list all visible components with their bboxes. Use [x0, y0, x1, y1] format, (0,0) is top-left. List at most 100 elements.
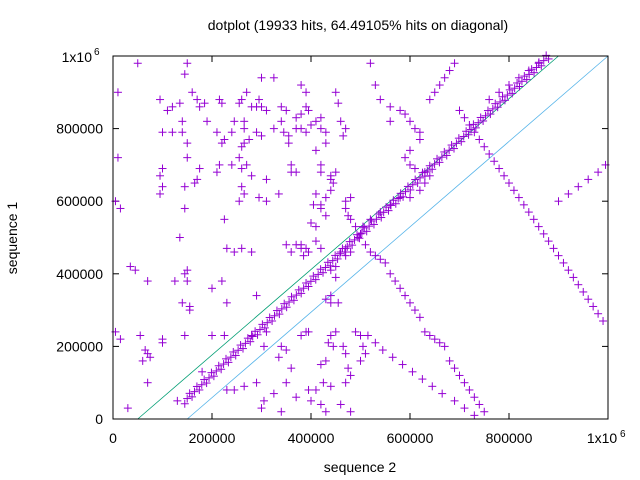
hit-point	[376, 255, 385, 264]
hit-point	[326, 298, 335, 307]
hit-point	[534, 222, 543, 231]
hit-point	[180, 204, 189, 213]
hit-point	[410, 124, 419, 133]
hit-point	[495, 164, 504, 173]
diagonal-hit-point	[195, 385, 204, 394]
hit-point	[307, 396, 315, 405]
hit-point	[321, 295, 330, 304]
diagonal-hit-point	[321, 263, 330, 272]
hit-point	[178, 128, 187, 137]
hit-point	[326, 186, 335, 195]
x-tick-exponent: 6	[620, 429, 626, 440]
x-axis-ticks: 0 200000 400000 600000 800000 1x10 6	[109, 56, 626, 446]
hit-point	[188, 88, 197, 97]
hit-point	[215, 160, 224, 169]
hit-point	[304, 248, 313, 257]
hit-point	[341, 378, 350, 387]
hit-point	[406, 298, 414, 307]
diagonal-hit-point	[311, 275, 320, 284]
hit-point	[321, 139, 330, 148]
diagonal-hit-point	[209, 372, 218, 381]
hit-point	[237, 164, 246, 173]
hit-point	[386, 200, 395, 209]
hit-point	[430, 88, 439, 97]
hit-point	[262, 175, 271, 184]
diagonal-hit-point	[493, 103, 502, 112]
hit-point	[259, 342, 268, 351]
hit-point	[485, 95, 494, 104]
diagonal-hit-point	[226, 353, 235, 362]
hit-point	[351, 327, 360, 336]
diagonal-hit-point	[500, 96, 509, 105]
x-tick-label: 400000	[288, 430, 335, 446]
diagonal-hit-point	[510, 84, 519, 93]
hit-point	[316, 360, 325, 369]
y-tick-label: 0	[95, 411, 103, 427]
hit-point	[212, 128, 221, 137]
diagonal-hit-point	[202, 379, 211, 388]
hit-point	[341, 244, 350, 253]
hit-point	[339, 131, 348, 140]
hit-point	[222, 385, 231, 394]
hit-point	[193, 95, 202, 104]
hit-point	[311, 237, 320, 246]
hit-point	[354, 233, 363, 242]
hit-point	[386, 117, 395, 126]
diagonal-hit-point	[408, 180, 417, 189]
hit-point	[237, 95, 246, 104]
hit-point	[509, 186, 518, 195]
hit-point	[257, 131, 266, 140]
hit-point	[158, 164, 167, 173]
diagonal-hit-point	[459, 132, 468, 141]
hit-point	[334, 298, 343, 307]
hit-point	[430, 335, 439, 344]
hit-point	[321, 211, 330, 220]
hit-point	[336, 117, 345, 126]
hit-point	[183, 59, 192, 68]
hit-point	[410, 164, 419, 173]
hit-point	[470, 411, 479, 420]
chart-title: dotplot (19933 hits, 64.49105% hits on d…	[208, 17, 508, 33]
hit-point	[346, 371, 355, 380]
hit-point	[217, 139, 226, 148]
hit-point	[227, 160, 236, 169]
hit-point	[418, 375, 427, 384]
diagonal-hit-point	[452, 139, 461, 148]
hit-point	[594, 168, 603, 177]
hit-point	[579, 287, 588, 296]
diagonal-hit-point	[292, 291, 301, 300]
hit-point	[361, 240, 370, 249]
hit-point	[500, 171, 509, 180]
hit-point	[113, 88, 122, 97]
hit-point	[329, 342, 338, 351]
diagonal-hit-point	[319, 268, 328, 277]
hit-point	[158, 338, 167, 347]
diagonal-hit-point	[314, 270, 323, 279]
hit-point	[324, 338, 333, 347]
hit-point	[242, 88, 251, 97]
hit-point	[316, 113, 325, 122]
diagonal-hit-point	[255, 325, 264, 334]
diagonal-hit-point	[488, 104, 497, 113]
hit-point	[292, 168, 301, 177]
hit-point	[396, 284, 405, 293]
hit-point	[222, 298, 231, 307]
hit-point	[200, 99, 209, 108]
diagonal-hit-point	[479, 116, 488, 125]
diagonal-hit-point	[263, 318, 272, 327]
hit-point	[363, 331, 372, 340]
hit-point	[245, 135, 254, 144]
diagonal-hit-point	[248, 332, 257, 341]
hit-point	[334, 99, 343, 108]
diagonal-hit-point	[428, 165, 437, 174]
diagonal-hit-point	[190, 387, 199, 396]
hit-point	[408, 367, 417, 376]
diagonal-hit-point	[394, 194, 403, 203]
hit-point	[450, 396, 459, 405]
hit-point	[401, 291, 410, 300]
hit-point	[319, 378, 328, 387]
diagonal-hit-point	[224, 358, 233, 367]
hit-point	[331, 273, 340, 282]
y-axis-label: sequence 1	[4, 202, 20, 275]
hit-point	[376, 95, 385, 104]
